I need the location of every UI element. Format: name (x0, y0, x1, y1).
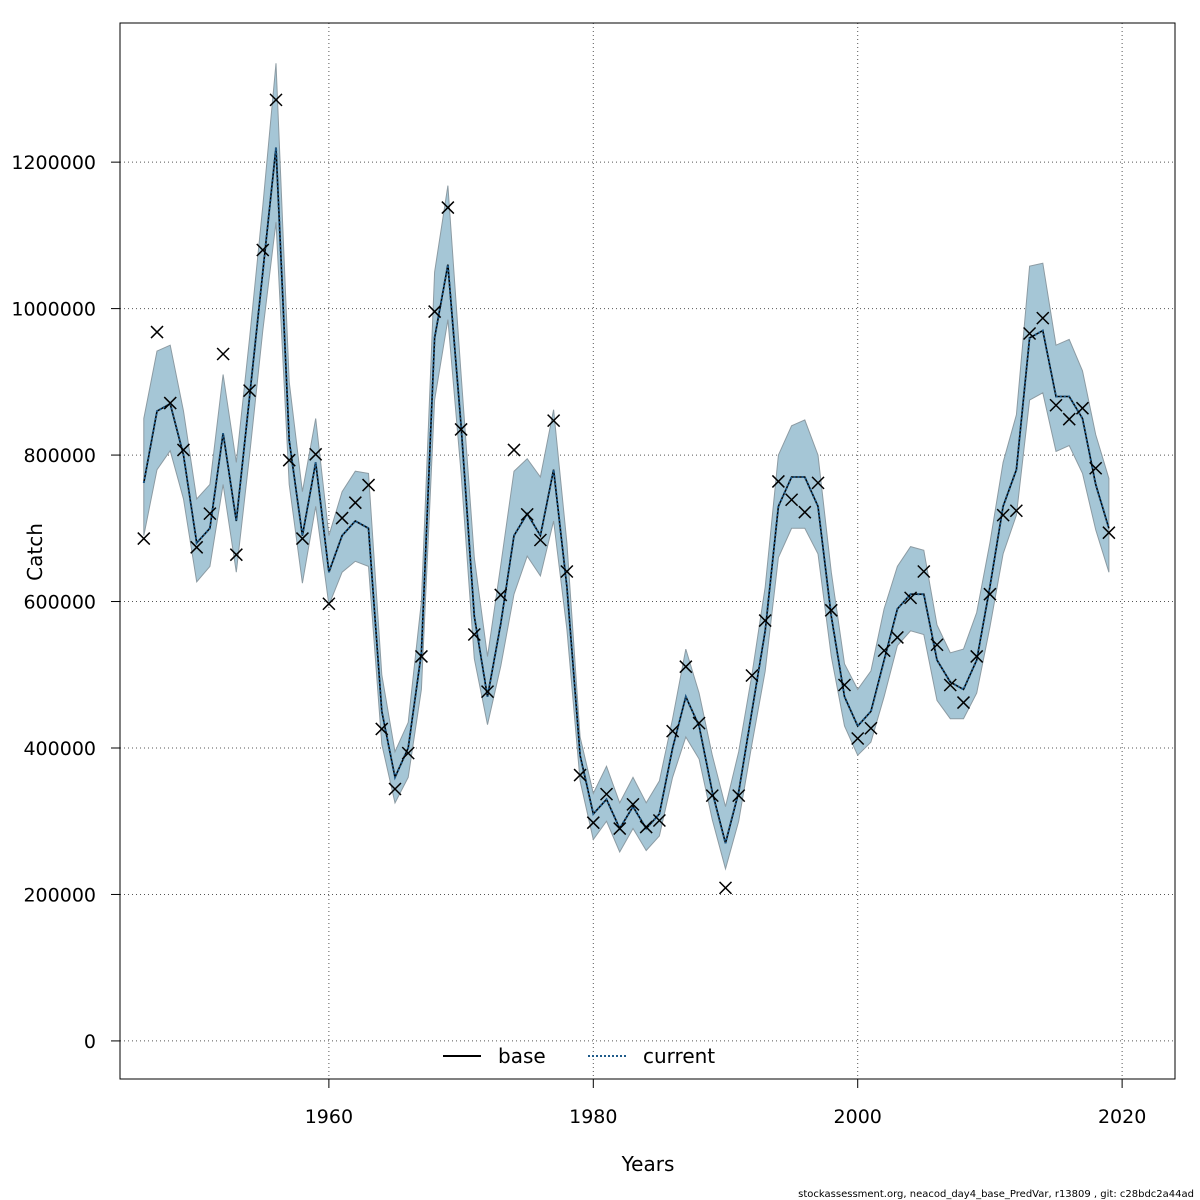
y-axis: 0 200000 400000 600000 800000 1000000 1200000 (11, 152, 120, 1053)
observation-point-1951 (203, 507, 217, 521)
observation-point-2003 (890, 630, 904, 644)
observation-point-1980 (586, 816, 600, 830)
observation-point-2009 (970, 649, 984, 663)
x-tick-label-2000: 2000 (834, 1106, 882, 1128)
y-axis-title: Catch (23, 523, 47, 581)
y-tick-label-0: 0 (84, 1031, 96, 1053)
observation-point-2016 (1062, 412, 1076, 426)
observation-point-2002 (877, 644, 891, 658)
observation-point-1953 (229, 548, 243, 562)
observation-point-1983 (626, 797, 640, 811)
y-tick-label-1: 200000 (23, 884, 96, 906)
observation-point-1956 (269, 93, 283, 107)
observation-point-1987 (679, 660, 693, 674)
observation-point-1978 (560, 564, 574, 579)
observation-point-1961 (335, 511, 349, 525)
observation-point-2006 (930, 638, 944, 652)
observation-point-1974 (507, 443, 521, 457)
observation-point-1949 (176, 443, 190, 457)
observation-point-2012 (1009, 504, 1023, 518)
observation-point-1957 (282, 453, 296, 467)
observation-point-1992 (745, 668, 759, 683)
plot-frame (119, 22, 1176, 1080)
y-tick-label-3: 600000 (23, 592, 96, 614)
observation-point-1954 (243, 384, 257, 398)
x-axis-title: Years (621, 1152, 675, 1176)
observation-points (137, 93, 1116, 895)
observation-point-1979 (573, 768, 587, 782)
legend-base-label: base (498, 1044, 546, 1068)
observation-point-1946 (137, 532, 151, 546)
y-tick-label-2: 400000 (23, 738, 96, 760)
x-tick-label-1960: 1960 (305, 1106, 353, 1128)
observation-point-1999 (837, 678, 852, 692)
observation-point-1982 (613, 822, 627, 836)
observation-point-2001 (864, 721, 878, 735)
observation-point-1995 (785, 493, 799, 507)
observation-point-2008 (956, 696, 971, 710)
x-axis: 1960 1980 2000 2020 (305, 1079, 1146, 1128)
footer-note: stockassessment.org, neacod_day4_base_Pr… (798, 1189, 1194, 1200)
current-series-line (142, 147, 1110, 844)
observation-point-1975 (520, 507, 534, 521)
observation-point-1963 (362, 478, 376, 492)
observation-point-1955 (256, 243, 270, 257)
observation-point-1996 (798, 505, 812, 519)
legend: base current (443, 1044, 715, 1068)
observation-point-2011 (996, 508, 1010, 522)
observation-point-1964 (375, 722, 389, 736)
observation-point-1977 (547, 414, 561, 428)
observation-point-1969 (441, 201, 455, 215)
y-tick-label-6: 1200000 (11, 152, 96, 174)
legend-current-label: current (643, 1044, 715, 1068)
observation-point-1973 (494, 588, 508, 602)
observation-point-1993 (758, 614, 772, 628)
observation-point-1952 (216, 347, 230, 361)
y-tick-label-4: 800000 (23, 445, 96, 467)
observation-point-1950 (190, 540, 204, 554)
observation-point-1967 (414, 649, 428, 663)
x-tick-label-2020: 2020 (1098, 1106, 1146, 1128)
observation-point-1990 (718, 881, 733, 895)
base-series-line (143, 147, 1110, 844)
observation-point-1966 (401, 746, 415, 760)
observation-point-1948 (163, 396, 177, 410)
observation-point-1991 (732, 789, 746, 803)
observation-point-2004 (904, 591, 918, 605)
observation-point-2000 (851, 731, 865, 746)
observation-point-1986 (666, 724, 680, 738)
observation-point-1970 (454, 422, 468, 436)
observation-point-1962 (348, 496, 362, 510)
observation-point-2013 (1023, 326, 1037, 341)
y-tick-label-5: 1000000 (11, 299, 96, 321)
observation-point-1971 (467, 627, 481, 642)
observation-point-2019 (1102, 526, 1116, 540)
observation-point-1960 (322, 597, 336, 611)
observation-point-1959 (309, 447, 323, 461)
observation-point-1981 (599, 787, 614, 801)
observation-point-1984 (639, 820, 653, 834)
observation-point-1976 (533, 533, 547, 547)
observation-point-2007 (943, 678, 957, 692)
confidence-band (143, 63, 1110, 871)
observation-point-1968 (428, 305, 442, 319)
observation-point-2018 (1089, 461, 1103, 475)
x-tick-label-1980: 1980 (569, 1106, 617, 1128)
observation-point-1985 (652, 813, 666, 828)
observation-point-2014 (1036, 311, 1050, 325)
observation-point-1958 (295, 532, 309, 546)
observation-point-2017 (1075, 401, 1089, 415)
observation-point-2010 (983, 587, 997, 601)
observation-point-1972 (481, 685, 495, 699)
observation-point-1994 (771, 474, 785, 488)
observation-point-1989 (705, 789, 719, 803)
observation-point-2015 (1049, 398, 1063, 412)
observation-point-2005 (917, 564, 931, 579)
observation-point-1988 (692, 716, 706, 730)
observation-point-1965 (388, 782, 402, 796)
observation-point-1947 (150, 325, 164, 339)
observation-point-1998 (824, 603, 838, 617)
observation-point-1997 (811, 476, 825, 490)
